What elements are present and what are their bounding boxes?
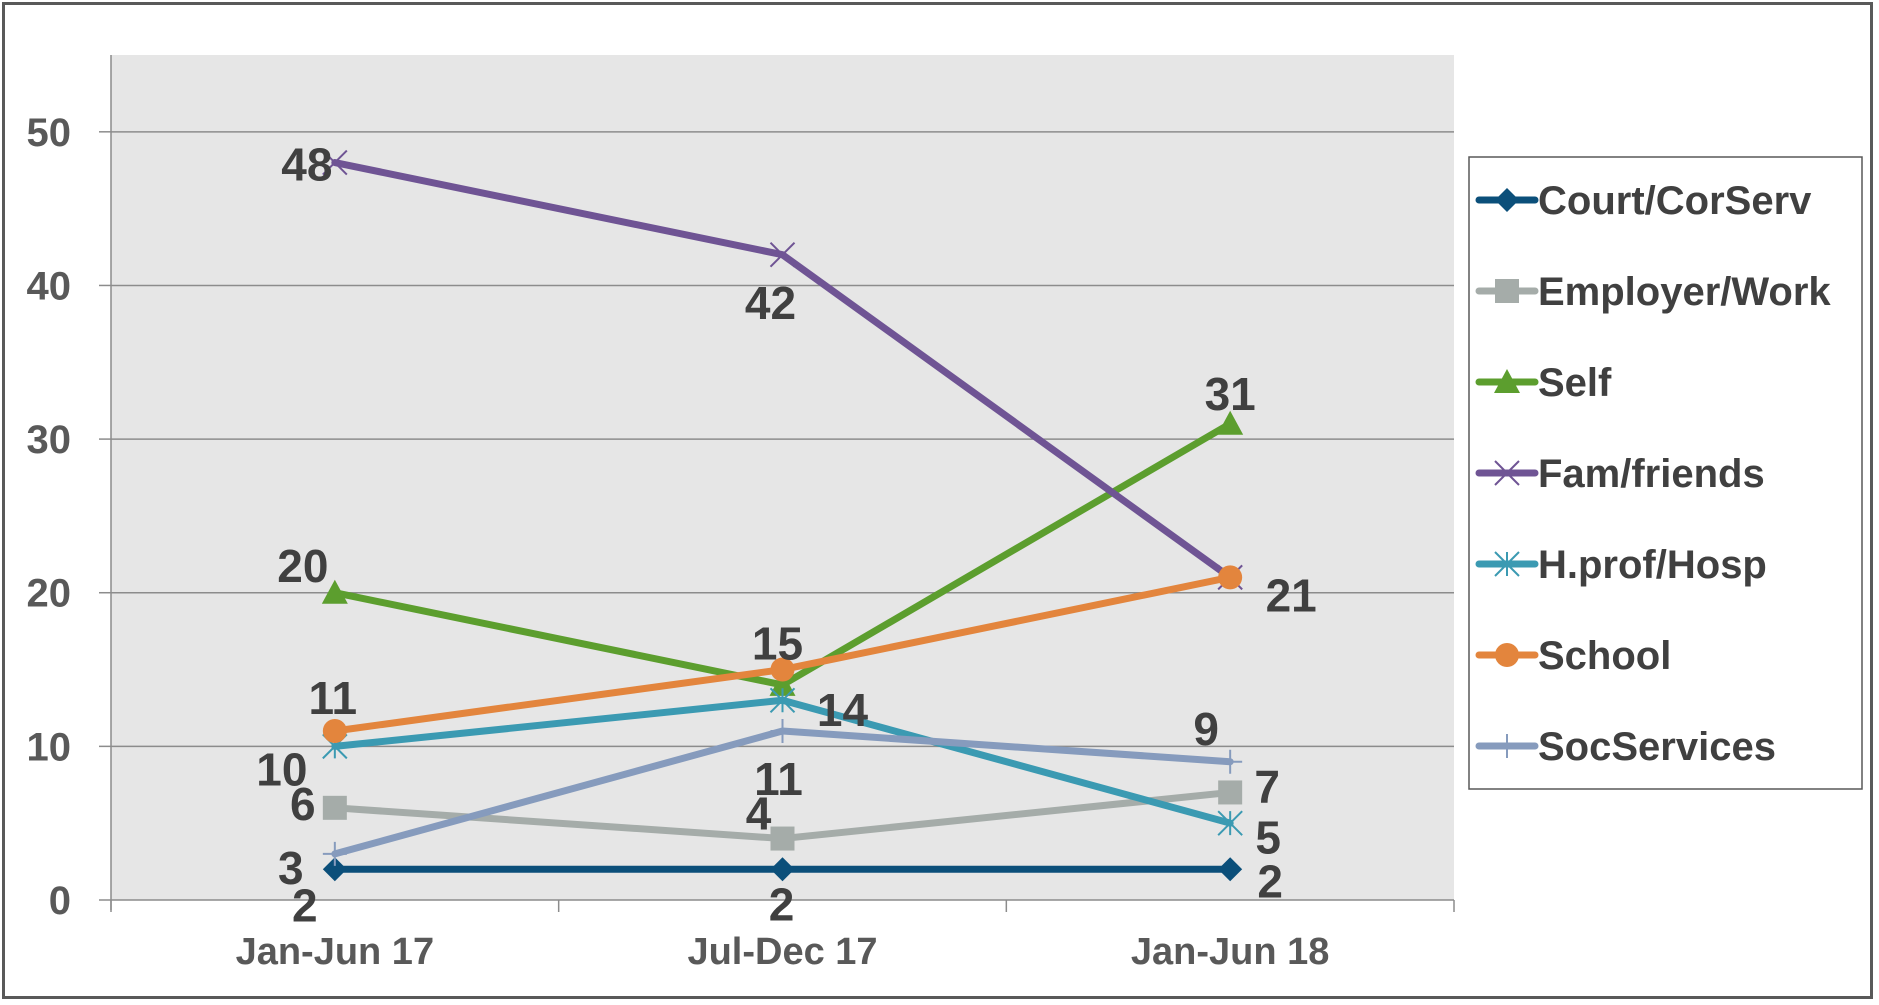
data-point-self [1217,410,1244,435]
data-label: 11 [754,753,803,805]
y-tick-label: 30 [27,418,72,462]
data-label: 2 [769,878,795,930]
legend-item-school: School [1475,634,1671,678]
data-point-h-prof-hosp [1217,810,1243,836]
axes [99,55,1455,912]
x-tick-label: Jan-Jun 18 [1131,931,1330,973]
data-point-socservices [1218,749,1243,774]
data-label: 4 [746,788,772,840]
legend-swatch-marker [1495,734,1519,758]
y-tick-label: 0 [49,879,71,923]
legend-swatch-marker [1494,460,1520,486]
legend-item-socservices: SocServices [1475,725,1776,769]
data-label: 5 [1255,811,1281,863]
x-tick-label: Jul-Dec 17 [687,931,877,973]
legend-swatch-marker [1494,369,1520,393]
data-label: 11 [309,672,358,724]
data-point-h-prof-hosp [769,687,796,713]
legend-label: School [1538,634,1671,678]
legend: Court/CorServ Employer/Work Self Fam/friend… [1468,156,1863,790]
y-tick-label: 20 [27,572,72,616]
y-tick-label: 40 [27,264,72,308]
legend-item-court-corserv: Court/CorServ [1475,179,1812,223]
legend-label: Fam/friends [1538,452,1765,496]
data-point-fam-friends [769,242,796,268]
legend-swatch-marker [1494,551,1520,577]
legend-label: Employer/Work [1538,270,1831,314]
legend-label: Court/CorServ [1538,179,1812,223]
y-tick-label: 10 [27,725,72,769]
legend-item-h-prof-hosp: H.prof/Hosp [1475,543,1767,587]
data-point-socservices [322,841,347,866]
x-axis-ticks: Jan-Jun 17 Jul-Dec 17 Jan-Jun 18 [236,931,1330,973]
data-label: 15 [752,618,803,670]
data-point-school [770,657,795,682]
legend-swatch-marker [1495,279,1519,303]
data-point-socservices [770,719,795,743]
data-label: 20 [277,540,328,592]
y-axis-ticks: 0 10 20 30 40 50 [27,111,72,923]
legend-swatch-marker [1495,643,1519,667]
data-point-school [322,719,347,743]
legend-swatch-marker [1495,188,1519,212]
data-label: 2 [292,879,318,931]
data-label: 9 [1193,703,1219,755]
data-label: 3 [278,842,304,894]
data-label: 10 [256,744,307,796]
y-tick-label: 50 [27,111,72,155]
legend-label: H.prof/Hosp [1538,543,1767,587]
data-label: 21 [1266,570,1317,622]
legend-label: Self [1538,361,1612,405]
data-labels: 2 2 2 6 4 7 20 14 31 48 42 21 10 5 11 15 3 11 9 [256,139,1317,932]
data-label: 7 [1254,761,1280,813]
data-point-court-corserv [322,857,347,882]
data-label: 42 [745,277,796,329]
data-point-fam-friends [322,149,348,176]
data-label: 14 [817,684,869,736]
data-point-employer-work [770,826,795,851]
data-point-court-corserv [1218,857,1243,882]
data-label: 6 [290,778,316,830]
data-label: 48 [281,139,332,191]
data-point-employer-work [1218,780,1243,805]
data-label: 2 [1257,855,1283,907]
legend-item-fam-friends: Fam/friends [1475,452,1765,496]
series-markers [321,149,1244,882]
data-point-self [321,579,348,604]
legend-label: SocServices [1538,725,1776,769]
legend-item-self: Self [1475,361,1612,405]
data-point-self [769,671,796,696]
data-point-school [1218,565,1243,590]
legend-item-employer-work: Employer/Work [1475,270,1831,314]
data-label: 31 [1205,368,1256,420]
data-point-court-corserv [770,857,795,882]
data-point-employer-work [322,795,347,820]
x-tick-label: Jan-Jun 17 [236,931,435,973]
